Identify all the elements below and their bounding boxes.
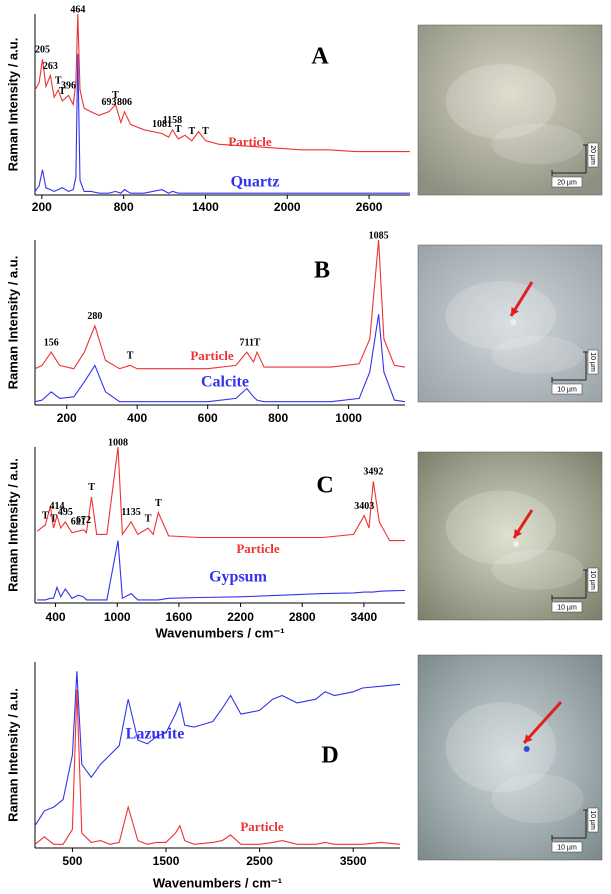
x-tick-label: 3500 <box>340 854 367 868</box>
panel-title: C <box>316 473 333 499</box>
series-label: Particle <box>236 541 280 556</box>
series-label: Gypsum <box>209 569 267 586</box>
y-axis-label: Raman Intensity / a.u. <box>5 256 20 390</box>
peak-label: T <box>50 513 57 524</box>
y-axis-label: Raman Intensity / a.u. <box>5 38 20 172</box>
peak-label: T <box>42 510 49 521</box>
peak-label: 672 <box>76 515 91 526</box>
scale-label: 10 µm <box>557 844 577 851</box>
scale-label: 10 µm <box>557 604 577 611</box>
x-tick-label: 2800 <box>289 610 316 624</box>
peak-label: 1085 <box>369 230 389 241</box>
peak-label: T <box>127 351 134 362</box>
spectrum-line <box>35 690 400 844</box>
micrograph-texture <box>492 336 584 374</box>
panel-title: D <box>321 743 338 769</box>
x-tick-label: 1000 <box>104 610 131 624</box>
peak-label: 806 <box>117 97 132 108</box>
x-tick-label: 400 <box>46 610 66 624</box>
y-axis-label: Raman Intensity / a.u. <box>5 688 20 822</box>
peak-label: 263 <box>43 61 58 72</box>
spectrum-line <box>35 671 400 825</box>
x-tick-label: 3400 <box>351 610 378 624</box>
x-tick-label: 200 <box>57 411 77 425</box>
scale-label: 10 µm <box>557 386 577 393</box>
x-tick-label: 1600 <box>166 610 193 624</box>
scale-label: 10 µm <box>589 810 596 830</box>
peak-label: 3492 <box>363 467 383 478</box>
series-label: Particle <box>228 134 272 149</box>
particle-dot <box>513 541 519 547</box>
x-tick-label: 600 <box>198 411 218 425</box>
peak-label: 1008 <box>108 437 128 448</box>
particle-dot <box>524 746 530 752</box>
x-tick-label: 1500 <box>153 854 180 868</box>
x-tick-label: 2500 <box>246 854 273 868</box>
peak-label: 396 <box>61 81 76 92</box>
peak-label: 711 <box>240 337 254 348</box>
peak-label: T <box>254 337 261 348</box>
x-tick-label: 1000 <box>335 411 362 425</box>
micrograph-texture <box>492 774 584 823</box>
x-tick-label: 800 <box>268 411 288 425</box>
peak-label: T <box>202 126 209 137</box>
x-tick-label: 1400 <box>192 200 219 214</box>
peak-label: 464 <box>70 4 85 15</box>
peak-label: T <box>88 482 95 493</box>
peak-label: 205 <box>35 45 50 56</box>
panel-title: B <box>314 258 330 284</box>
x-tick-label: 2600 <box>356 200 383 214</box>
particle-dot <box>510 319 516 325</box>
series-label: Quartz <box>231 174 280 191</box>
scale-label: 10 µm <box>589 352 596 372</box>
spectrum-line <box>37 447 405 541</box>
x-tick-label: 2000 <box>274 200 301 214</box>
scale-label: 10 µm <box>589 570 596 590</box>
scale-label: 20 µm <box>589 145 596 165</box>
series-label: Particle <box>190 348 234 363</box>
figure: 200800140020002600ParticleQuartz205263TT… <box>0 0 611 894</box>
series-label: Lazurite <box>126 726 185 743</box>
panel-title: A <box>311 44 329 70</box>
scale-label: 20 µm <box>557 179 577 186</box>
x-tick-label: 800 <box>114 200 134 214</box>
series-label: Calcite <box>201 374 249 391</box>
micrograph-texture <box>492 549 584 589</box>
peak-label: T <box>175 124 182 135</box>
peak-label: T <box>188 126 195 137</box>
micrograph-texture <box>492 124 584 165</box>
peak-label: 280 <box>87 311 102 322</box>
x-tick-label: 2200 <box>227 610 254 624</box>
y-axis-label: Raman Intensity / a.u. <box>5 458 20 592</box>
peak-label: T <box>145 513 152 524</box>
x-axis-label: Wavenumbers / cm⁻¹ <box>153 875 282 890</box>
peak-label: T <box>155 498 162 509</box>
peak-label: 3403 <box>354 501 374 512</box>
spectrum-line <box>35 54 410 193</box>
series-label: Particle <box>240 819 284 834</box>
x-tick-label: 400 <box>127 411 147 425</box>
peak-label: 1135 <box>121 507 140 518</box>
x-axis-label: Wavenumbers / cm⁻¹ <box>155 625 284 640</box>
spectrum-line <box>35 14 410 152</box>
x-tick-label: 500 <box>62 854 82 868</box>
x-tick-label: 200 <box>32 200 52 214</box>
peak-label: 156 <box>44 337 59 348</box>
